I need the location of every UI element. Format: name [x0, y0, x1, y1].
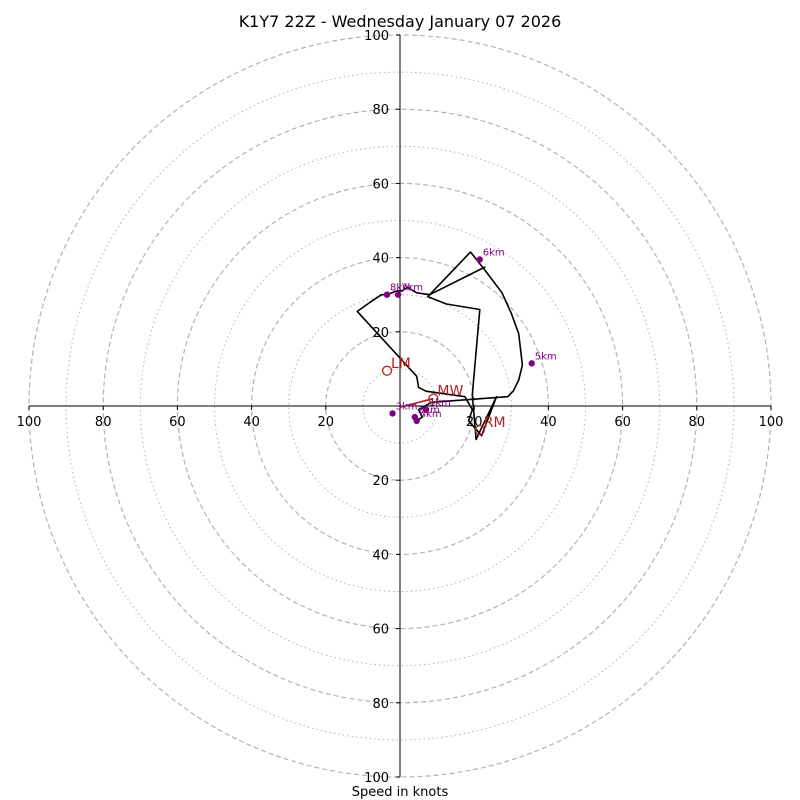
height-marker-label: 5km [535, 351, 557, 362]
height-marker-label: 6km [483, 247, 505, 258]
x-tick-label: 100 [17, 415, 42, 430]
storm-marker-rm [474, 424, 485, 436]
height-marker-label: 1km [429, 398, 451, 409]
y-tick-label: 40 [372, 548, 389, 563]
storm-label-mw: MW [437, 384, 463, 400]
height-marker-dot [528, 360, 535, 367]
mean-wind-vector [399, 397, 434, 408]
height-marker-label: 7km [401, 283, 423, 294]
height-marker-label: 8km [390, 283, 412, 294]
x-tick-label: 100 [759, 415, 784, 430]
storm-marker-lm [381, 365, 393, 376]
height-marker-label: 4km [420, 409, 442, 420]
height-marker-dot [389, 410, 396, 417]
y-tick-label: 20 [372, 474, 389, 489]
height-marker-dot [422, 406, 430, 413]
y-tick-label: 60 [372, 177, 389, 192]
axis-tick-labels: 100 80 60 40 20 20 40 60 80 100100806040202040608… [17, 29, 784, 786]
y-tick-label: 80 [372, 697, 389, 712]
x-tick-label: 20 [318, 415, 335, 430]
x-tick-label: 60 [169, 415, 186, 430]
height-marker-dot [413, 417, 420, 425]
storm-label-lm: LM [391, 356, 411, 372]
y-tick-label: 100 [364, 771, 389, 786]
y-tick-label: 60 [372, 623, 389, 638]
height-marker-dot [476, 256, 483, 263]
height-marker-label: 2km [418, 405, 440, 416]
x-axis-label: Speed in knots [352, 785, 449, 800]
x-tick-label: 60 [614, 415, 631, 430]
x-tick-label: 40 [243, 415, 260, 430]
x-tick-label: 40 [540, 415, 557, 430]
height-marker-dot [394, 291, 402, 298]
axes [29, 35, 771, 777]
chart-title: K1Y7 22Z - Wednesday January 07 2026 [239, 12, 562, 31]
storm-vectors: RM LM MW [381, 356, 506, 436]
storm-label-rm: RM [484, 415, 506, 431]
y-tick-label: 80 [372, 103, 389, 118]
height-marker-dot [383, 291, 391, 298]
x-tick-label: 80 [689, 415, 706, 430]
y-tick-label: 40 [372, 252, 389, 267]
height-marker-label: 3km [396, 401, 418, 412]
y-tick-label: 100 [364, 29, 389, 44]
y-tick-label: 20 [372, 326, 389, 341]
x-tick-label: 80 [95, 415, 112, 430]
storm-marker-mw [428, 393, 439, 404]
